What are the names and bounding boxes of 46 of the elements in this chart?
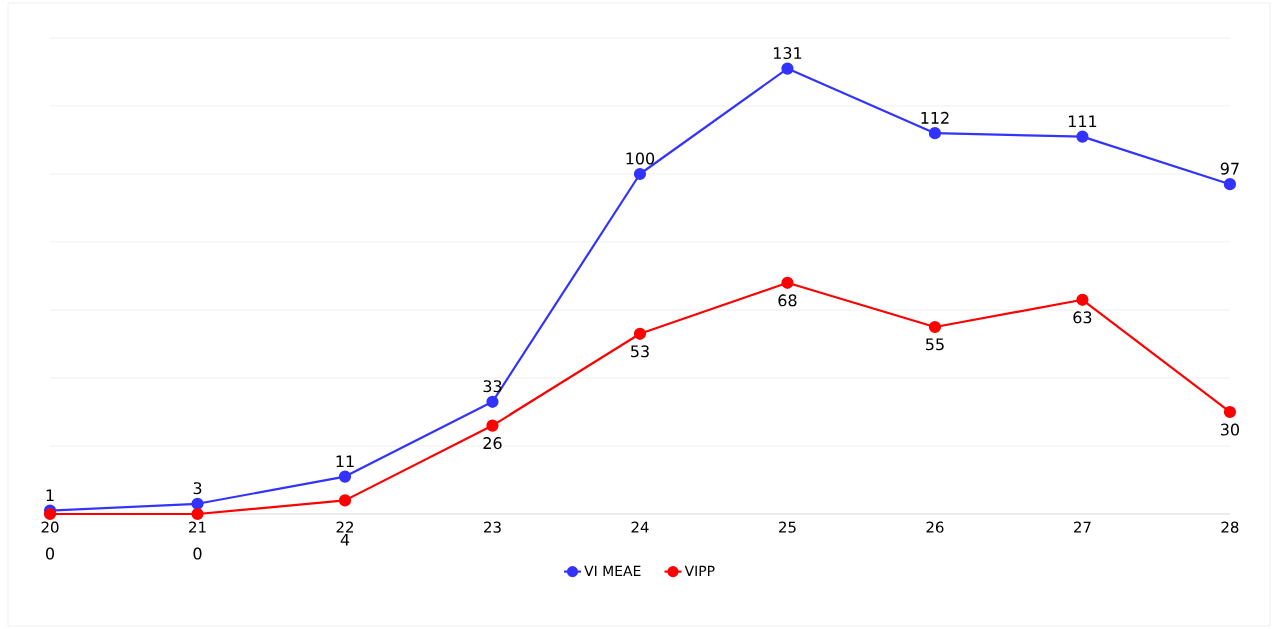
point xyxy=(1076,293,1089,306)
x-tick-label: 25 xyxy=(779,521,796,533)
x-tick-label: 23 xyxy=(484,521,501,533)
point xyxy=(43,507,57,521)
data-label: 30 xyxy=(1220,423,1239,436)
x-tick-label: 21 xyxy=(189,521,206,533)
data-label: 112 xyxy=(921,111,949,124)
data-label: 68 xyxy=(778,294,797,307)
data-label: 63 xyxy=(1073,311,1092,324)
data-label: 111 xyxy=(1068,115,1097,128)
x-tick-label: 24 xyxy=(631,521,649,533)
point xyxy=(1223,405,1237,419)
data-label: 33 xyxy=(483,380,502,393)
x-tick-label: 28 xyxy=(1221,521,1239,533)
x-tick-label: 22 xyxy=(336,521,353,533)
point xyxy=(338,494,352,507)
point xyxy=(633,167,647,181)
data-label: 131 xyxy=(773,47,802,60)
legend-label: VIPP xyxy=(684,565,715,576)
point xyxy=(338,470,352,483)
data-label: 11 xyxy=(336,455,354,468)
data-label: 26 xyxy=(483,437,502,450)
point xyxy=(928,127,942,140)
data-label: 97 xyxy=(1220,162,1239,175)
data-label: 1 xyxy=(46,489,54,502)
x-tick-label: 26 xyxy=(926,521,944,533)
point xyxy=(191,507,204,521)
x-tick-label: 20 xyxy=(41,521,59,533)
data-label: 53 xyxy=(631,345,649,358)
point xyxy=(486,419,499,432)
data-label: 3 xyxy=(193,482,202,495)
point xyxy=(1223,178,1237,191)
x-tick-label: 27 xyxy=(1074,521,1091,533)
data-label: 0 xyxy=(45,547,55,560)
data-label: 0 xyxy=(193,547,202,560)
point xyxy=(486,395,499,408)
data-label: 100 xyxy=(626,152,655,165)
point xyxy=(928,320,942,334)
legend-label: VI MEAE xyxy=(584,565,641,576)
point xyxy=(191,497,204,510)
point xyxy=(1076,130,1089,143)
point xyxy=(633,327,647,340)
data-label: 4 xyxy=(340,533,350,546)
point xyxy=(781,276,794,289)
point xyxy=(781,62,794,75)
data-label: 55 xyxy=(926,338,944,351)
